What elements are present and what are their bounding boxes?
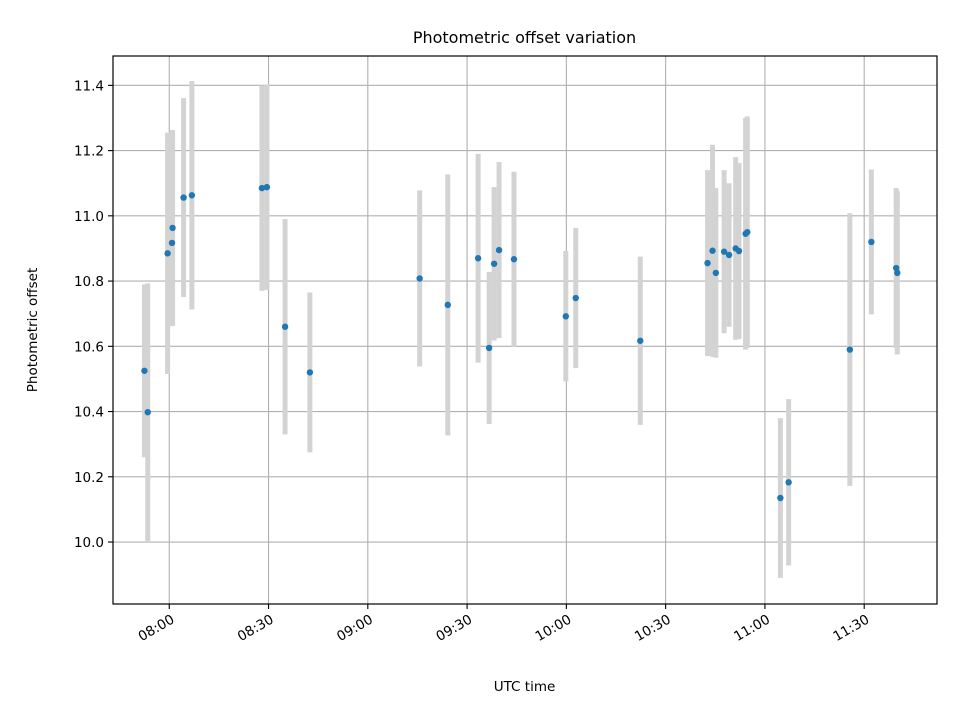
x-tick-label: 09:00 bbox=[334, 612, 376, 645]
x-tick-label: 08:30 bbox=[235, 612, 277, 645]
y-tick-label: 10.6 bbox=[74, 339, 104, 355]
x-tick-label: 10:00 bbox=[533, 612, 575, 645]
data-point bbox=[495, 246, 503, 254]
grid bbox=[113, 56, 937, 604]
data-point bbox=[744, 228, 751, 236]
data-point bbox=[868, 238, 875, 246]
data-point bbox=[258, 184, 266, 192]
x-axis-label: UTC time bbox=[494, 679, 556, 695]
data-point bbox=[188, 192, 196, 199]
data-point bbox=[263, 183, 271, 191]
data-point bbox=[281, 323, 289, 330]
data-point bbox=[572, 294, 579, 302]
y-tick-label: 10.4 bbox=[74, 405, 104, 421]
x-tick-label: 11:30 bbox=[831, 612, 873, 645]
data-point bbox=[725, 251, 733, 259]
x-tick-label: 09:30 bbox=[433, 612, 475, 645]
y-tick-label: 10.8 bbox=[74, 274, 104, 290]
data-point bbox=[168, 239, 176, 247]
data-point bbox=[306, 369, 314, 376]
x-tick-label: 08:00 bbox=[136, 612, 178, 645]
data-point bbox=[637, 337, 644, 344]
y-axis-label: Photometric offset bbox=[25, 268, 41, 392]
data-point bbox=[510, 256, 518, 263]
data-point bbox=[164, 250, 171, 257]
x-axis-ticks: 08:00 08:30 09:00 09:30 10:00 10:30 11:00 11:30 bbox=[136, 604, 873, 645]
y-axis-ticks: 10.0 10.2 10.4 10.6 10.8 11.0 11.2 11.4 bbox=[74, 78, 113, 551]
y-tick-label: 11.0 bbox=[74, 209, 104, 225]
chart-title: Photometric offset variation bbox=[413, 28, 636, 47]
x-tick-label: 10:30 bbox=[632, 612, 674, 645]
data-point bbox=[892, 264, 900, 272]
data-point bbox=[894, 269, 901, 277]
data-point bbox=[474, 255, 482, 262]
data-point bbox=[485, 344, 493, 352]
data-point bbox=[709, 247, 716, 254]
data-point bbox=[490, 260, 498, 267]
data-point bbox=[777, 494, 784, 502]
data-points bbox=[141, 183, 901, 502]
data-point bbox=[141, 367, 148, 374]
plot-frame bbox=[112, 55, 938, 605]
data-point bbox=[444, 301, 451, 309]
data-point bbox=[785, 479, 792, 486]
data-point bbox=[704, 259, 711, 267]
y-tick-label: 11.4 bbox=[74, 78, 104, 94]
data-point bbox=[180, 194, 187, 201]
data-point bbox=[562, 313, 570, 320]
x-tick-label: 11:00 bbox=[731, 612, 773, 645]
data-point bbox=[169, 224, 176, 232]
data-point bbox=[720, 248, 728, 255]
data-point bbox=[712, 269, 720, 277]
data-point bbox=[416, 275, 423, 282]
data-point bbox=[144, 409, 151, 416]
y-tick-label: 11.2 bbox=[74, 144, 104, 160]
error-bars bbox=[141, 81, 900, 578]
data-point bbox=[846, 346, 854, 353]
data-point bbox=[735, 247, 743, 255]
y-tick-label: 10.0 bbox=[74, 535, 104, 551]
y-tick-label: 10.2 bbox=[74, 470, 104, 486]
